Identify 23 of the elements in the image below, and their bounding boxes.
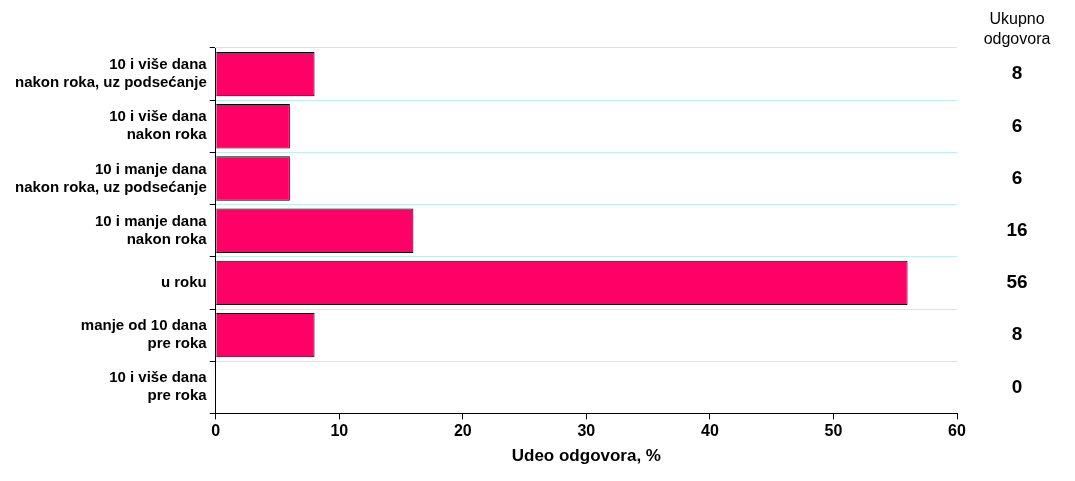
data-label: 6 xyxy=(1011,166,1023,188)
data-label: 8 xyxy=(1011,323,1023,345)
y-tick-label: 10 i više dana nakon roka xyxy=(109,107,208,143)
y-tick-label: 10 i više dana pre roka xyxy=(109,368,208,404)
data-label: 8 xyxy=(1011,62,1023,84)
x-tick-label: 0 xyxy=(211,422,221,440)
x-tick-label: 40 xyxy=(701,422,719,440)
y-tick-label: 10 i manje dana nakon roka xyxy=(95,211,208,247)
x-tick-label: 10 xyxy=(330,422,349,440)
data-label: 6 xyxy=(1011,114,1023,136)
y-tick-label: 10 i više dana nakon roka, uz podsećanje xyxy=(15,55,208,91)
data-label: 56 xyxy=(1006,271,1028,293)
data-label: 16 xyxy=(1006,218,1028,240)
y-tick-label: manje od 10 dana pre roka xyxy=(80,316,208,352)
x-tick-label: 30 xyxy=(577,422,596,440)
x-axis-title: Udeo odgovora, % xyxy=(511,446,661,466)
text: Ukupno odgovora xyxy=(983,10,1051,48)
data-label: 0 xyxy=(1011,375,1023,397)
y-tick-label: u roku xyxy=(160,273,207,291)
y-tick-label: 10 i manje dana nakon roka, uz podsećanje xyxy=(15,159,208,195)
x-tick-label: 60 xyxy=(948,422,966,440)
x-tick-label: 50 xyxy=(824,422,843,440)
x-tick-label: 20 xyxy=(453,422,472,440)
